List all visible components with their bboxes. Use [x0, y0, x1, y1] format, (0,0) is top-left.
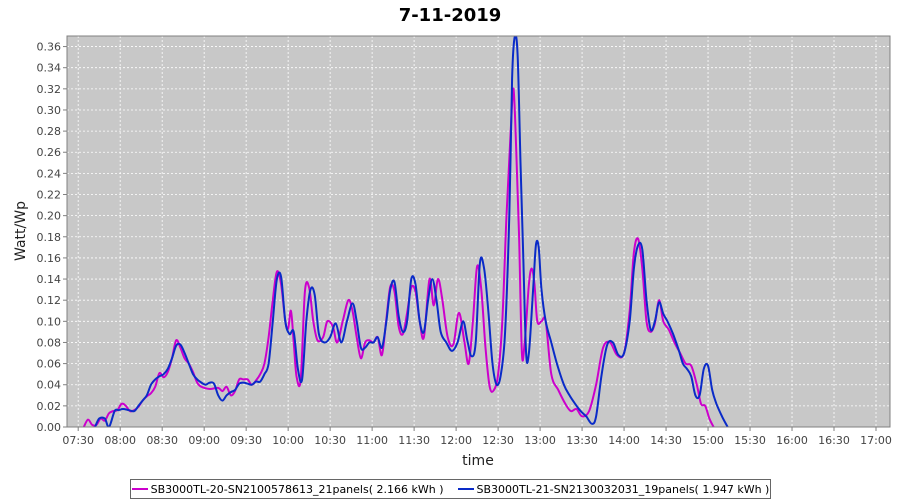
legend: SB3000TL-20-SN2100578613_21panels( 2.166…: [130, 479, 771, 499]
y-tick-label: 0.04: [37, 379, 62, 392]
y-tick-label: 0.30: [37, 104, 62, 117]
y-tick-label: 0.02: [37, 400, 62, 413]
x-tick-label: 16:00: [776, 434, 808, 447]
y-tick-label: 0.10: [37, 315, 62, 328]
y-tick-label: 0.22: [37, 189, 62, 202]
chart: 7-11-2019 0.000.020.040.060.080.100.120.…: [13, 5, 892, 469]
x-tick-label: 14:00: [608, 434, 640, 447]
x-tick-label: 09:00: [188, 434, 220, 447]
x-tick-label: 14:30: [650, 434, 682, 447]
y-axis-label: Watt/Wp: [13, 201, 29, 261]
legend-label-series-1: SB3000TL-20-SN2100578613_21panels( 2.166…: [150, 482, 444, 496]
y-tick-label: 0.34: [37, 62, 62, 75]
y-tick-label: 0.08: [37, 336, 62, 349]
x-tick-label: 11:00: [356, 434, 388, 447]
x-tick-label: 08:00: [104, 434, 136, 447]
y-tick-label: 0.00: [37, 421, 62, 434]
x-tick-label: 09:30: [230, 434, 262, 447]
x-tick-label: 08:30: [146, 434, 178, 447]
series-layer: [82, 36, 729, 427]
y-tick-label: 0.14: [37, 273, 62, 286]
x-tick-label: 15:00: [692, 434, 724, 447]
legend-label-series-2: SB3000TL-21-SN2130032031_19panels( 1.947…: [476, 482, 770, 496]
y-tick-label: 0.20: [37, 210, 62, 223]
plot-border: [66, 35, 891, 428]
legend-swatch-series-1: [131, 488, 148, 490]
y-axis: 0.00 0.02 0.04 0.06 0.08 0.10 0.12 0.14 0.16 0.18…: [37, 41, 67, 434]
legend-item-series-2: SB3000TL-21-SN2130032031_19panels( 1.947…: [457, 482, 770, 496]
x-axis: 07:30 08:00 08:30 09:00 09:30 10:00 10:30 11:00…: [62, 427, 892, 447]
x-tick-label: 15:30: [734, 434, 766, 447]
x-tick-label: 07:30: [62, 434, 94, 447]
x-tick-label: 10:00: [272, 434, 304, 447]
y-tick-label: 0.28: [37, 125, 62, 138]
x-tick-label: 10:30: [314, 434, 346, 447]
x-tick-label: 13:00: [524, 434, 556, 447]
legend-item-series-1: SB3000TL-20-SN2100578613_21panels( 2.166…: [131, 482, 444, 496]
y-tick-label: 0.16: [37, 252, 62, 265]
x-tick-label: 16:30: [818, 434, 850, 447]
x-tick-label: 11:30: [398, 434, 430, 447]
x-tick-label: 13:30: [566, 434, 598, 447]
x-tick-label: 12:00: [440, 434, 472, 447]
y-tick-label: 0.32: [37, 83, 62, 96]
y-tick-label: 0.26: [37, 146, 62, 159]
x-axis-label: time: [462, 453, 494, 469]
y-tick-label: 0.06: [37, 358, 62, 371]
legend-swatch-series-2: [457, 488, 474, 490]
x-tick-label: 12:30: [482, 434, 514, 447]
grid: [67, 36, 890, 428]
y-tick-label: 0.36: [37, 41, 62, 54]
series-line-2: [94, 36, 729, 427]
x-tick-label: 17:00: [860, 434, 892, 447]
y-tick-label: 0.24: [37, 167, 62, 180]
y-tick-label: 0.18: [37, 231, 62, 244]
y-tick-label: 0.12: [37, 294, 62, 307]
chart-title: 7-11-2019: [399, 5, 502, 26]
